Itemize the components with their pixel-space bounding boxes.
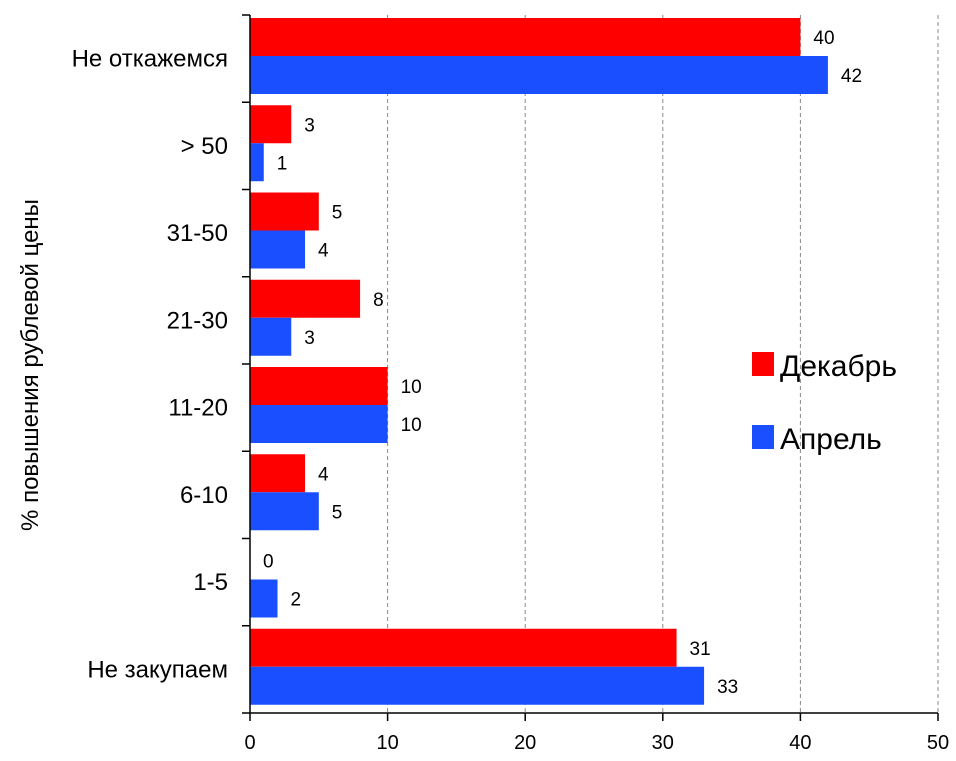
- data-label: 33: [717, 677, 738, 698]
- legend-swatch: [752, 352, 774, 376]
- bar: [250, 628, 677, 667]
- legend-swatch: [752, 425, 774, 449]
- tick-labels: 0 10 20 30 40 50: [244, 732, 949, 754]
- data-label: 42: [841, 66, 862, 87]
- x-tick-label: 30: [652, 732, 674, 754]
- category-label: > 50: [181, 133, 228, 160]
- data-label: 8: [373, 290, 384, 311]
- bar: [250, 317, 292, 356]
- legend-label: Декабрь: [780, 350, 897, 383]
- gridlines: [387, 15, 939, 713]
- y-axis-label: % повышения рублевой цены: [17, 199, 44, 531]
- bar: [250, 143, 264, 182]
- bar: [250, 579, 278, 618]
- bar: [250, 18, 801, 56]
- x-tick-label: 50: [927, 732, 949, 754]
- bar: [250, 454, 306, 493]
- data-label: 4: [318, 464, 329, 485]
- x-tick-label: 10: [376, 732, 398, 754]
- category-labels: Не откажемся > 50 31-50 21-30 11-20 6-10 1-5 Не…: [72, 46, 228, 684]
- data-label: 10: [401, 415, 422, 436]
- category-label: 21-30: [167, 307, 228, 334]
- category-label: Не закупаем: [87, 656, 228, 683]
- data-label: 10: [401, 377, 422, 398]
- x-tick-label: 20: [514, 732, 536, 754]
- bar: [250, 105, 292, 144]
- bars: [250, 18, 828, 705]
- bar: [250, 367, 388, 405]
- data-label: 1: [277, 153, 288, 174]
- legend-label: Апрель: [780, 423, 882, 456]
- bar: [250, 492, 319, 531]
- bar: [250, 405, 388, 443]
- bar: [250, 279, 361, 318]
- data-label: 31: [690, 639, 711, 660]
- x-tick-label: 40: [789, 732, 811, 754]
- category-label: 1-5: [193, 569, 228, 596]
- data-label: 4: [318, 241, 329, 262]
- category-label: Не откажемся: [72, 46, 228, 73]
- bar: [250, 56, 828, 94]
- category-label: 11-20: [168, 395, 228, 422]
- bar: [250, 192, 319, 231]
- data-label: 40: [813, 28, 834, 49]
- data-label: 0: [263, 552, 274, 573]
- axes: [242, 14, 939, 721]
- bar: [250, 230, 306, 269]
- data-label: 2: [291, 590, 302, 611]
- data-label: 3: [304, 115, 315, 136]
- data-label: 5: [332, 203, 343, 224]
- legend: Декабрь Апрель: [752, 350, 897, 456]
- category-label: 31-50: [167, 220, 228, 247]
- data-label: 3: [304, 328, 315, 349]
- category-label: 6-10: [180, 482, 228, 509]
- x-tick-label: 0: [244, 732, 255, 754]
- data-label: 5: [332, 502, 343, 523]
- bar: [250, 666, 705, 705]
